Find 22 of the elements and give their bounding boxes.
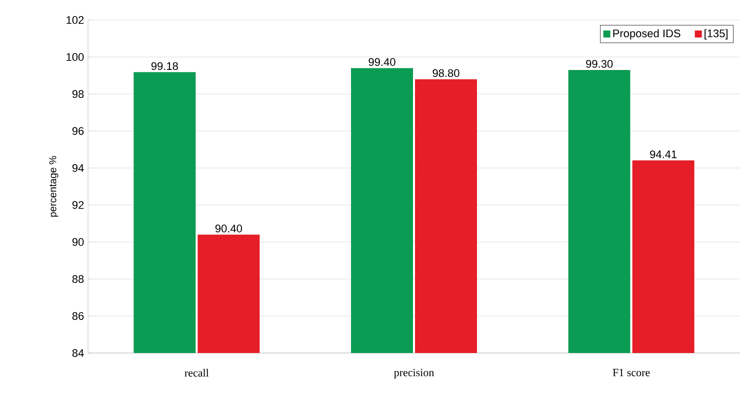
y-tick-label: 86 <box>72 312 84 320</box>
y-tick-label: 90 <box>72 238 84 246</box>
y-tick-label: 102 <box>66 16 84 24</box>
x-tick-label: F1 score <box>612 368 650 376</box>
x-tick-label: precision <box>394 368 434 378</box>
legend-label: [135] <box>704 29 728 40</box>
y-tick-label: 98 <box>72 90 84 98</box>
data-label: 99.18 <box>151 62 178 70</box>
data-label: 98.80 <box>432 69 460 78</box>
data-label: 99.30 <box>586 60 613 68</box>
legend-label: Proposed IDS <box>613 29 680 40</box>
y-tick-label: 96 <box>72 127 84 135</box>
y-tick-label: 84 <box>72 349 84 357</box>
y-tick-label: 100 <box>66 53 84 61</box>
y-axis-title: percentage % <box>49 156 58 217</box>
y-tick-label: 92 <box>72 201 84 209</box>
data-label: 94.41 <box>650 150 677 158</box>
data-label: 99.40 <box>368 58 396 66</box>
data-label: 90.40 <box>215 224 242 232</box>
y-tick-label: 88 <box>72 275 84 283</box>
y-tick-label: 94 <box>72 164 84 172</box>
x-tick-label: recall <box>184 368 209 377</box>
